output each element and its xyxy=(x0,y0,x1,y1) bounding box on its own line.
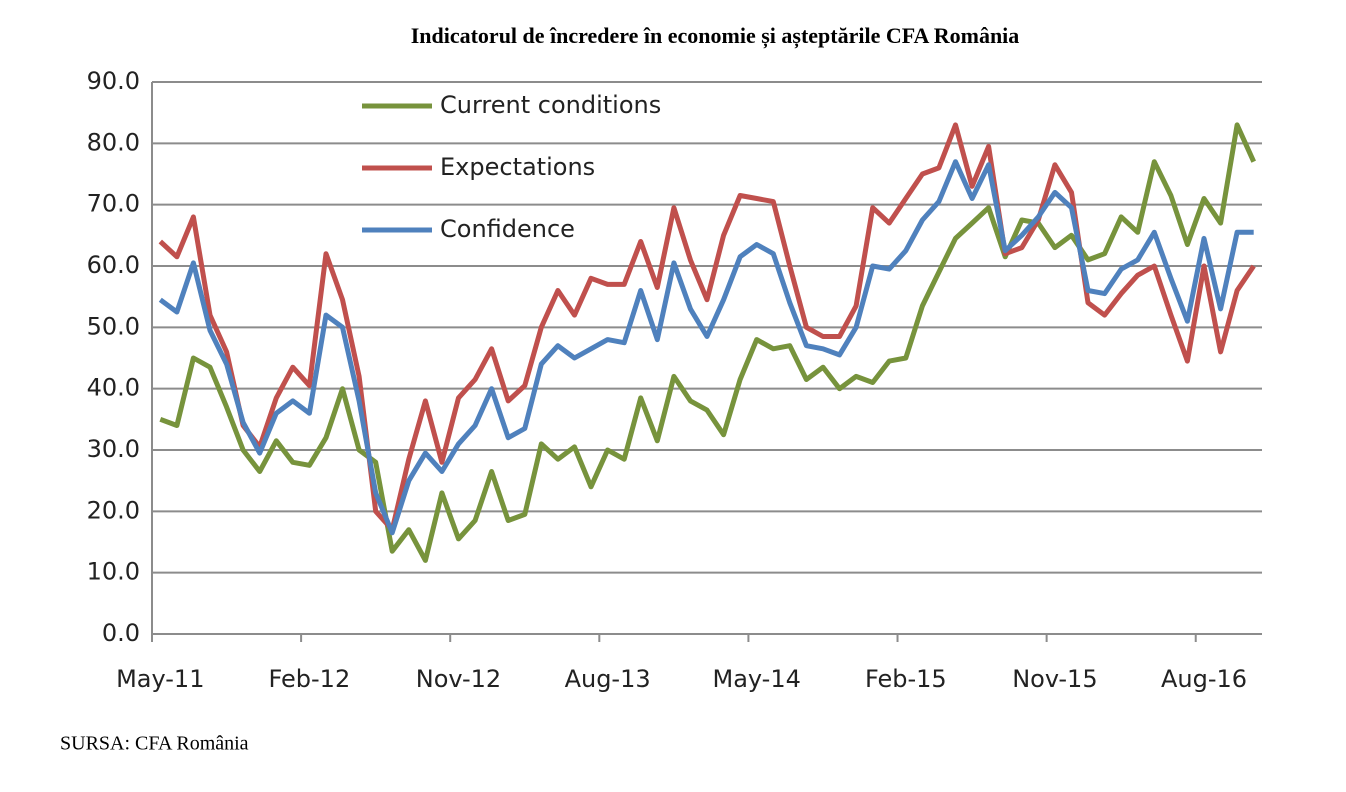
legend-label: Expectations xyxy=(440,153,595,181)
y-tick-label: 90.0 xyxy=(87,67,140,95)
x-tick-label: Nov-15 xyxy=(1012,665,1097,693)
y-tick-label: 70.0 xyxy=(87,190,140,218)
y-tick-label: 60.0 xyxy=(87,251,140,279)
y-tick-label: 50.0 xyxy=(87,312,140,340)
legend-label: Confidence xyxy=(440,215,575,243)
y-tick-label: 20.0 xyxy=(87,496,140,524)
x-tick-label: Aug-13 xyxy=(565,665,651,693)
line-series xyxy=(159,122,1256,563)
y-tick-label: 80.0 xyxy=(87,128,140,156)
source: SURSA: CFA România xyxy=(60,733,249,755)
x-tick-label: Feb-15 xyxy=(865,665,947,693)
line-series xyxy=(158,159,1254,536)
y-tick-label: 0.0 xyxy=(102,619,140,647)
line-series xyxy=(158,122,1256,533)
x-tick-label: May-11 xyxy=(116,665,204,693)
y-tick-label: 10.0 xyxy=(87,558,140,586)
x-tick-label: May-14 xyxy=(712,665,800,693)
x-tick-label: Aug-16 xyxy=(1161,665,1247,693)
legend-label: Current conditions xyxy=(440,91,661,119)
y-tick-label: 40.0 xyxy=(87,374,140,402)
y-tick-label: 30.0 xyxy=(87,435,140,463)
chart-title: Indicatorul de încredere în economie și … xyxy=(411,23,1020,49)
x-tick-label: Feb-12 xyxy=(269,665,351,693)
x-tick-label: Nov-12 xyxy=(416,665,501,693)
